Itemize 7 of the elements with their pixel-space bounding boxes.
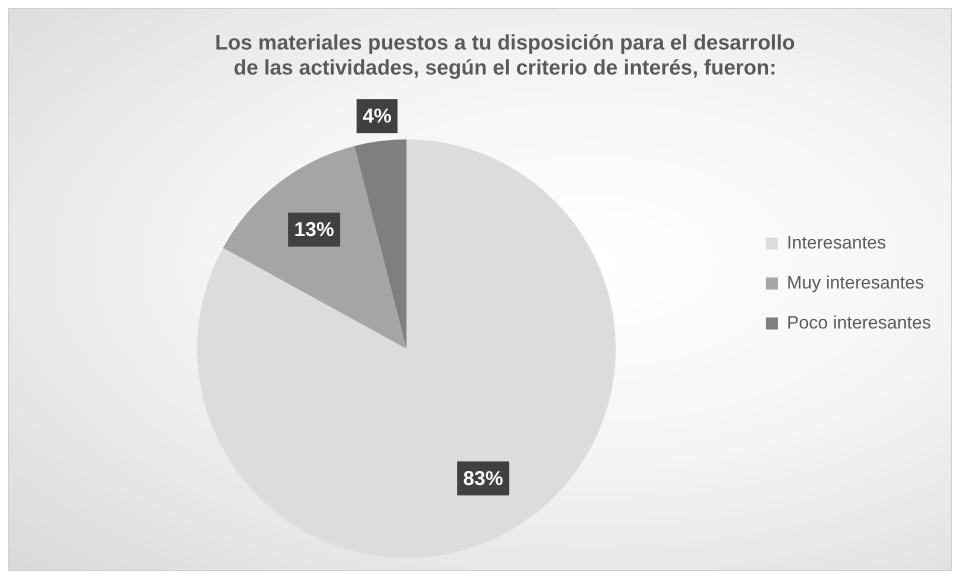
chart-title: Los materiales puestos a tu disposición para el desarrollo de las actividades, según el criterio de interés, fueron: bbox=[214, 31, 796, 80]
data-label: 83% bbox=[463, 468, 504, 490]
data-label: 13% bbox=[294, 219, 334, 242]
legend-label: Poco interesantes bbox=[786, 312, 932, 332]
legend-label: Interesantes bbox=[786, 232, 886, 252]
legend-label: Muy interesantes bbox=[786, 272, 924, 292]
data-label: 4% bbox=[362, 106, 392, 128]
